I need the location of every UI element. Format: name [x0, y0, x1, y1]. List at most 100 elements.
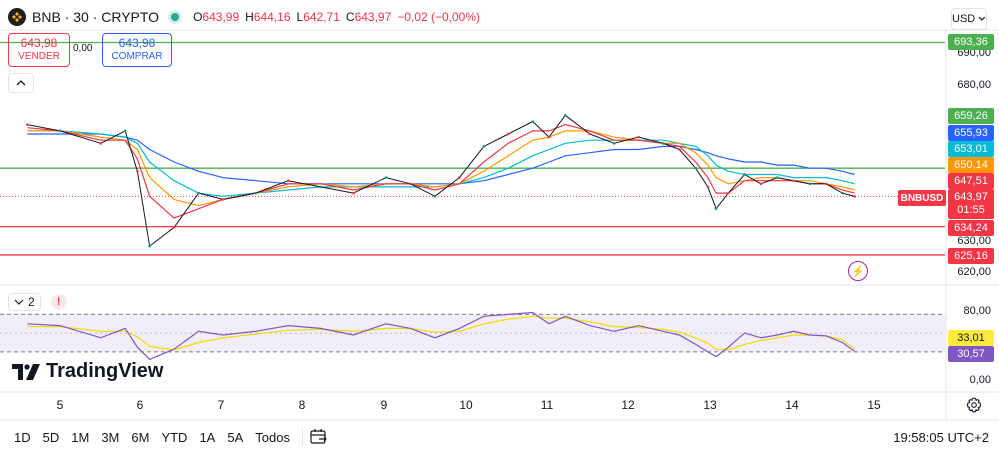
price-point — [588, 132, 592, 136]
price-tag-ma[interactable]: 647,51 — [948, 173, 994, 189]
price-tag-ma[interactable]: 655,93 — [948, 125, 994, 141]
clock-timezone[interactable]: 19:58:05 UTC+2 — [893, 429, 989, 445]
close-value: 643,97 — [354, 10, 392, 24]
tradingview-logo-icon — [12, 363, 40, 380]
go-to-date-icon[interactable] — [309, 428, 329, 446]
time-axis-label: 13 — [703, 398, 717, 412]
collapse-legend-button[interactable] — [8, 73, 34, 93]
currency-selector[interactable]: USD — [951, 8, 987, 30]
moving-average-line — [27, 130, 855, 197]
warning-icon[interactable]: ! — [50, 294, 67, 310]
bottom-toolbar: 1D 5D 1M 3M 6M YTD 1A 5A Todos 19:58:05 … — [0, 425, 999, 449]
price-axis-label: 690,00 — [957, 47, 991, 59]
price-point — [853, 195, 856, 198]
price-point — [775, 176, 779, 179]
time-axis-label: 5 — [56, 398, 64, 412]
price-point — [433, 194, 437, 198]
symbol-header: BNB · 30 · CRYPTO O643,99 H644,16 L642,7… — [8, 6, 480, 28]
price-tag-ma[interactable]: 650,14 — [948, 157, 994, 173]
buy-price: 643,98 — [118, 36, 156, 50]
price-point — [384, 176, 388, 179]
time-axis-label: 7 — [217, 398, 225, 412]
chevron-up-icon — [16, 80, 26, 86]
price-tag-level[interactable]: 634,24 — [948, 220, 994, 236]
symbol-price-tag: BNBUSD — [898, 190, 946, 206]
ohlc-values: O643,99 H644,16 L642,71 C643,97 −0,02 (−… — [193, 10, 480, 24]
buy-button[interactable]: 643,98 COMPRAR — [102, 33, 172, 67]
time-axis-label: 6 — [136, 398, 144, 412]
last-price-tag: 643,97 01:55 — [948, 189, 994, 219]
lightning-icon[interactable]: ⚡ — [848, 261, 868, 281]
time-axis-label: 10 — [459, 398, 473, 412]
rsi-axis-label: 0,00 — [969, 374, 991, 386]
price-point — [26, 123, 29, 126]
price-tag-ma[interactable]: 653,01 — [948, 141, 994, 157]
moving-average-line — [27, 130, 855, 207]
price-point — [694, 166, 697, 170]
price-point — [808, 182, 812, 186]
tradingview-logo[interactable]: TradingView — [12, 360, 163, 383]
price-point — [678, 148, 681, 151]
range-5d[interactable]: 5D — [42, 429, 60, 445]
time-axis-label: 14 — [785, 398, 799, 412]
price-point — [564, 113, 567, 117]
price-point — [458, 176, 461, 179]
divider — [301, 428, 303, 446]
indicator-count-toggle[interactable]: 2 — [8, 293, 41, 311]
range-3m[interactable]: 3M — [101, 429, 120, 445]
price-point — [482, 145, 486, 148]
sell-button[interactable]: 643,98 VENDER — [8, 33, 70, 67]
time-axis-label: 15 — [867, 398, 881, 412]
bnb-logo-icon — [8, 8, 26, 26]
gear-icon[interactable] — [966, 397, 982, 413]
range-6m[interactable]: 6M — [131, 429, 150, 445]
date-range-buttons: 1D 5D 1M 3M 6M YTD 1A 5A Todos — [8, 430, 296, 445]
price-tag-level[interactable]: 625,16 — [948, 248, 994, 264]
price-point — [58, 129, 62, 133]
symbol-title[interactable]: BNB · 30 · CRYPTO — [32, 9, 160, 25]
range-1d[interactable]: 1D — [14, 429, 31, 445]
rsi-value-tag[interactable]: 30,57 — [948, 346, 994, 362]
price-point — [612, 142, 616, 145]
brand-name: TradingView — [46, 360, 164, 382]
price-tag-level[interactable]: 693,36 — [948, 34, 994, 50]
rsi-ma-tag[interactable]: 33,01 — [948, 330, 994, 346]
price-point — [319, 185, 323, 189]
sell-label: VENDER — [18, 51, 60, 62]
last-price: 643,97 — [954, 191, 988, 203]
time-axis-label: 8 — [298, 398, 306, 412]
price-point — [148, 244, 151, 248]
spread-value: 0,00 — [73, 43, 93, 54]
indicator-count: 2 — [28, 295, 35, 309]
chevron-down-icon — [978, 16, 986, 21]
price-point — [136, 170, 139, 173]
open-value: 643,99 — [202, 10, 240, 24]
range-5a[interactable]: 5A — [227, 429, 244, 445]
price-point — [506, 132, 510, 136]
price-point — [637, 135, 640, 139]
price-point — [99, 142, 103, 145]
market-open-indicator — [171, 13, 180, 21]
range-1m[interactable]: 1M — [71, 429, 90, 445]
price-point — [759, 182, 763, 186]
buy-label: COMPRAR — [111, 51, 163, 62]
range-ytd[interactable]: YTD — [161, 429, 188, 445]
moving-average-line — [27, 133, 855, 185]
price-point — [254, 191, 257, 195]
price-point — [531, 120, 534, 123]
price-point — [824, 182, 828, 186]
price-point — [661, 142, 665, 145]
time-axis-label: 11 — [540, 398, 554, 412]
range-all[interactable]: Todos — [255, 429, 290, 445]
price-axis-label: 680,00 — [957, 79, 991, 91]
price-point — [352, 191, 355, 195]
price-axis-label: 620,00 — [957, 266, 991, 278]
high-value: 644,16 — [253, 10, 291, 24]
price-point — [792, 179, 795, 182]
price-point — [221, 198, 225, 201]
price-point — [172, 226, 176, 229]
price-tag-level[interactable]: 659,26 — [948, 108, 994, 124]
rsi-axis-label: 80,00 — [963, 305, 991, 317]
range-1a[interactable]: 1A — [199, 429, 216, 445]
